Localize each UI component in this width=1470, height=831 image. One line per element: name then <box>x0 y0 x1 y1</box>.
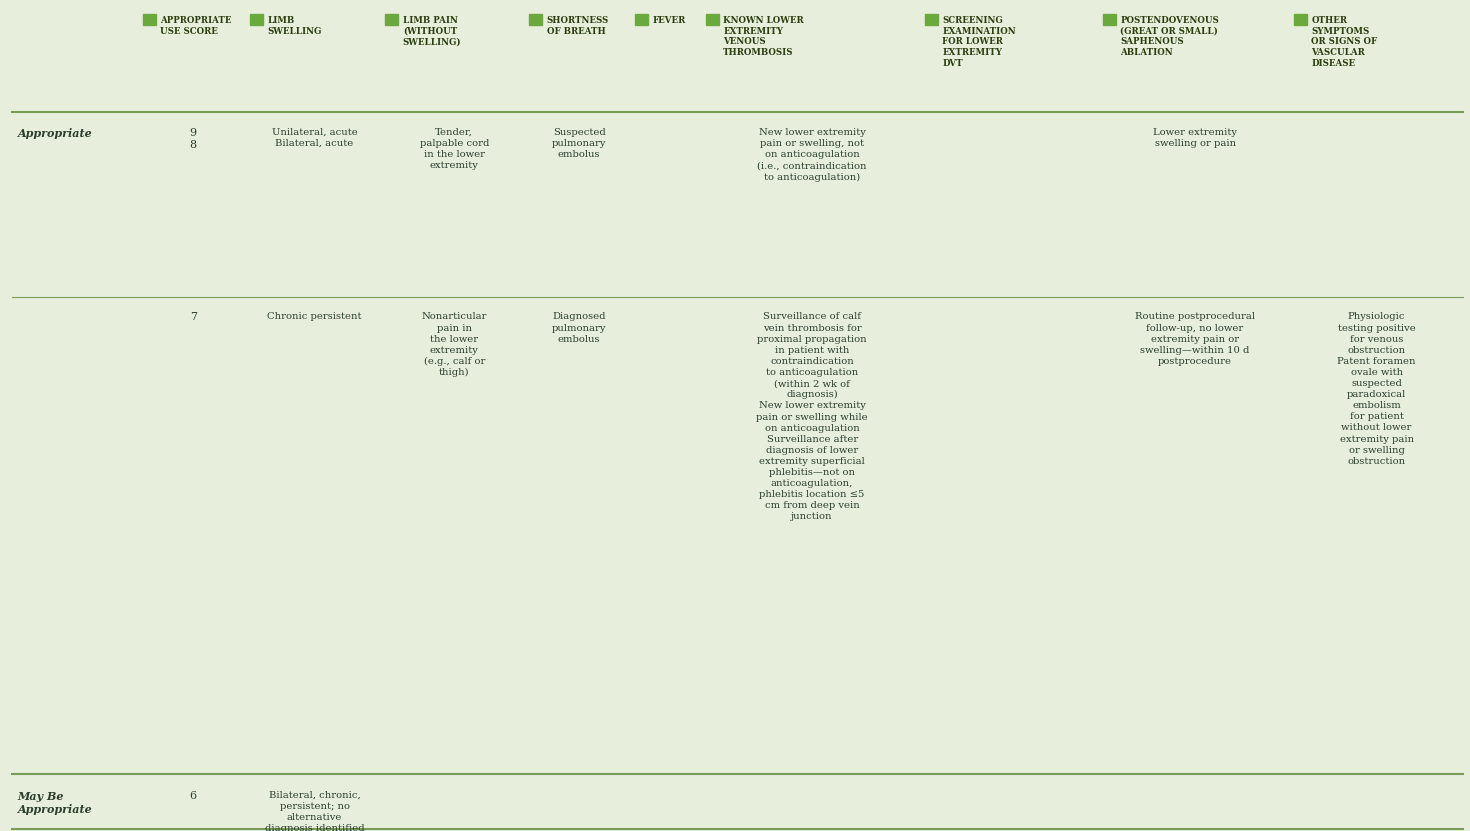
Bar <box>385 14 398 25</box>
Text: Bilateral, chronic,
persistent; no
alternative
diagnosis identified
(e.g., no co: Bilateral, chronic, persistent; no alter… <box>265 791 365 831</box>
Bar <box>1102 14 1116 25</box>
Text: SCREENING
EXAMINATION
FOR LOWER
EXTREMITY
DVT: SCREENING EXAMINATION FOR LOWER EXTREMIT… <box>942 16 1016 68</box>
Text: Unilateral, acute
Bilateral, acute: Unilateral, acute Bilateral, acute <box>272 128 357 148</box>
Text: Tender,
palpable cord
in the lower
extremity: Tender, palpable cord in the lower extre… <box>419 128 490 170</box>
Text: Routine postprocedural
follow-up, no lower
extremity pain or
swelling—within 10 : Routine postprocedural follow-up, no low… <box>1135 312 1255 366</box>
Text: Physiologic
testing positive
for venous
obstruction
Patent foramen
ovale with
su: Physiologic testing positive for venous … <box>1338 312 1416 465</box>
Bar <box>529 14 542 25</box>
Text: KNOWN LOWER
EXTREMITY
VENOUS
THROMBOSIS: KNOWN LOWER EXTREMITY VENOUS THROMBOSIS <box>723 16 804 57</box>
Bar <box>635 14 648 25</box>
Text: SHORTNESS
OF BREATH: SHORTNESS OF BREATH <box>547 16 609 36</box>
Bar <box>706 14 719 25</box>
Text: OTHER
SYMPTOMS
OR SIGNS OF
VASCULAR
DISEASE: OTHER SYMPTOMS OR SIGNS OF VASCULAR DISE… <box>1311 16 1377 68</box>
Text: May Be
Appropriate: May Be Appropriate <box>18 791 93 815</box>
Bar <box>143 14 156 25</box>
Text: APPROPRIATE
USE SCORE: APPROPRIATE USE SCORE <box>160 16 232 36</box>
Text: Lower extremity
swelling or pain: Lower extremity swelling or pain <box>1152 128 1238 148</box>
Text: Chronic persistent: Chronic persistent <box>268 312 362 322</box>
Text: Appropriate: Appropriate <box>18 128 93 139</box>
Text: Suspected
pulmonary
embolus: Suspected pulmonary embolus <box>551 128 607 160</box>
Text: FEVER: FEVER <box>653 16 686 25</box>
Text: New lower extremity
pain or swelling, not
on anticoagulation
(i.e., contraindica: New lower extremity pain or swelling, no… <box>757 128 867 181</box>
Bar <box>1294 14 1307 25</box>
Bar <box>925 14 938 25</box>
Text: 6: 6 <box>190 791 197 801</box>
Text: LIMB
SWELLING: LIMB SWELLING <box>268 16 322 36</box>
Text: 7: 7 <box>190 312 197 322</box>
Text: Surveillance of calf
vein thrombosis for
proximal propagation
in patient with
co: Surveillance of calf vein thrombosis for… <box>757 312 867 521</box>
Text: 9
8: 9 8 <box>190 128 197 150</box>
Text: Diagnosed
pulmonary
embolus: Diagnosed pulmonary embolus <box>551 312 607 344</box>
Text: POSTENDOVENOUS
(GREAT OR SMALL)
SAPHENOUS
ABLATION: POSTENDOVENOUS (GREAT OR SMALL) SAPHENOU… <box>1120 16 1219 57</box>
Text: LIMB PAIN
(WITHOUT
SWELLING): LIMB PAIN (WITHOUT SWELLING) <box>403 16 462 47</box>
Bar <box>250 14 263 25</box>
Text: Nonarticular
pain in
the lower
extremity
(e.g., calf or
thigh): Nonarticular pain in the lower extremity… <box>422 312 487 377</box>
